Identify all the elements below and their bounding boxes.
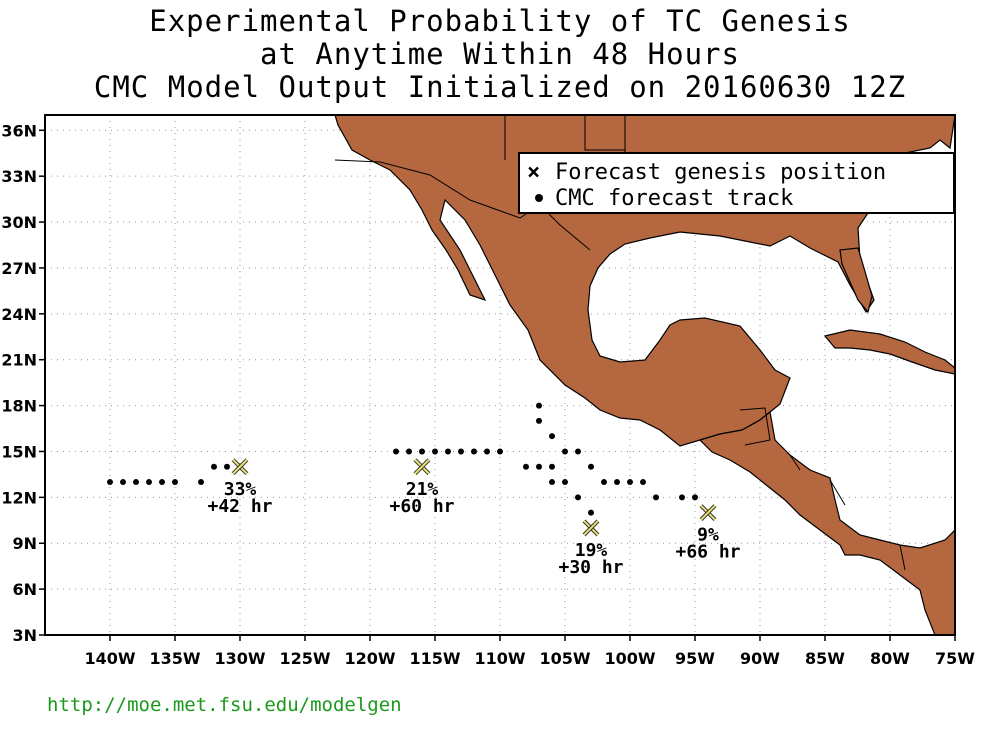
track-point xyxy=(458,448,464,455)
x-tick-label: 75W xyxy=(935,649,975,668)
genesis-probability: 33% xyxy=(224,479,257,500)
track-point xyxy=(211,463,217,470)
genesis-probability: 19% xyxy=(575,540,608,561)
track-point xyxy=(536,417,542,424)
x-tick-label: 95W xyxy=(675,649,715,668)
land-central-america xyxy=(698,410,955,635)
track-point xyxy=(224,463,230,470)
track-point xyxy=(536,463,542,470)
genesis-probability: 21% xyxy=(406,479,439,500)
x-tick-label: 130W xyxy=(214,649,265,668)
track-point xyxy=(562,448,568,455)
land-cuba xyxy=(823,329,955,375)
track-point xyxy=(172,479,178,486)
track-point xyxy=(419,448,425,455)
track-point xyxy=(471,448,477,455)
genesis-hour: +60 hr xyxy=(389,496,454,517)
track-point xyxy=(393,448,399,455)
track-point xyxy=(679,494,685,501)
genesis-x-fill xyxy=(414,459,430,475)
genesis-x-fill xyxy=(583,520,599,536)
x-tick-label: 100W xyxy=(604,649,655,668)
track-point xyxy=(484,448,490,455)
genesis-probability: 9% xyxy=(697,525,719,546)
x-tick-label: 140W xyxy=(84,649,135,668)
title-line-3: CMC Model Output Initialized on 20160630… xyxy=(93,70,907,104)
legend-x-icon: × xyxy=(527,160,540,185)
y-tick-label: 21N xyxy=(1,351,37,370)
y-tick-label: 30N xyxy=(1,213,37,232)
track-point xyxy=(432,448,438,455)
title-line-2: at Anytime Within 48 Hours xyxy=(260,37,740,71)
track-point xyxy=(497,448,503,455)
track-point xyxy=(133,479,139,486)
x-tick-label: 85W xyxy=(805,649,845,668)
track-point xyxy=(575,448,581,455)
y-tick-label: 33N xyxy=(1,167,37,186)
genesis-x-fill xyxy=(232,459,248,475)
source-url[interactable]: http://moe.met.fsu.edu/modelgen xyxy=(47,694,402,716)
track-point xyxy=(653,494,659,501)
genesis-marker: 21%+60 hr xyxy=(389,458,455,517)
track-point xyxy=(588,463,594,470)
x-tick-label: 115W xyxy=(409,649,460,668)
track-point xyxy=(549,463,555,470)
track-point xyxy=(120,479,126,486)
track-point xyxy=(549,433,555,440)
genesis-x-fill xyxy=(700,504,716,521)
y-tick-label: 27N xyxy=(1,259,37,278)
genesis-marker: 19%+30 hr xyxy=(558,519,624,578)
track-point xyxy=(445,448,451,455)
track-point xyxy=(198,479,204,486)
x-tick-label: 90W xyxy=(740,649,780,668)
x-tick-label: 110W xyxy=(474,649,525,668)
genesis-marker: 33%+42 hr xyxy=(207,458,273,517)
track-point xyxy=(549,479,555,486)
track-point xyxy=(588,509,594,516)
title-line-1: Experimental Probability of TC Genesis xyxy=(149,4,851,38)
y-tick-label: 18N xyxy=(1,397,37,416)
y-tick-label: 3N xyxy=(12,626,37,645)
track-point xyxy=(692,494,698,501)
x-tick-label: 105W xyxy=(539,649,590,668)
genesis-hour: +66 hr xyxy=(675,542,740,563)
legend-track-label: CMC forecast track xyxy=(555,186,793,211)
legend: × Forecast genesis position CMC forecast… xyxy=(518,152,955,214)
track-point xyxy=(159,479,165,486)
track-point xyxy=(523,463,529,470)
legend-genesis-label: Forecast genesis position xyxy=(555,160,886,185)
legend-dot-icon xyxy=(535,194,543,202)
y-tick-label: 36N xyxy=(1,121,37,140)
genesis-marker: 9%+66 hr xyxy=(675,504,741,563)
y-axis: 3N 6N 9N 12N 15N 18N 21N 24N 27N 30N 33N 36N xyxy=(1,121,45,645)
y-tick-label: 9N xyxy=(12,534,37,553)
track-point xyxy=(562,479,568,486)
x-tick-label: 80W xyxy=(870,649,910,668)
track-point xyxy=(640,479,646,486)
track-point xyxy=(107,479,113,486)
x-tick-label: 135W xyxy=(149,649,200,668)
genesis-hour: +42 hr xyxy=(207,496,272,517)
y-tick-label: 24N xyxy=(1,305,37,324)
legend-box xyxy=(518,152,955,214)
y-tick-label: 12N xyxy=(1,488,37,507)
genesis-markers: 33%+42 hr 21%+60 hr 19%+30 hr 9%+66 hr xyxy=(207,458,741,578)
track-point xyxy=(575,494,581,501)
land-florida xyxy=(839,247,873,314)
y-tick-label: 6N xyxy=(12,580,37,599)
track-point xyxy=(614,479,620,486)
track-point xyxy=(601,479,607,486)
track-point xyxy=(536,402,542,409)
forecast-tracks xyxy=(107,402,698,516)
track-point xyxy=(406,448,412,455)
x-tick-label: 120W xyxy=(344,649,395,668)
y-tick-label: 15N xyxy=(1,442,37,461)
x-tick-label: 125W xyxy=(279,649,330,668)
track-point xyxy=(627,479,633,486)
track-point xyxy=(146,479,152,486)
genesis-hour: +30 hr xyxy=(558,557,623,578)
x-axis: 140W 135W 130W 125W 120W 115W 110W 105W 100W 95W 9… xyxy=(84,635,975,668)
country-borders xyxy=(334,115,906,571)
